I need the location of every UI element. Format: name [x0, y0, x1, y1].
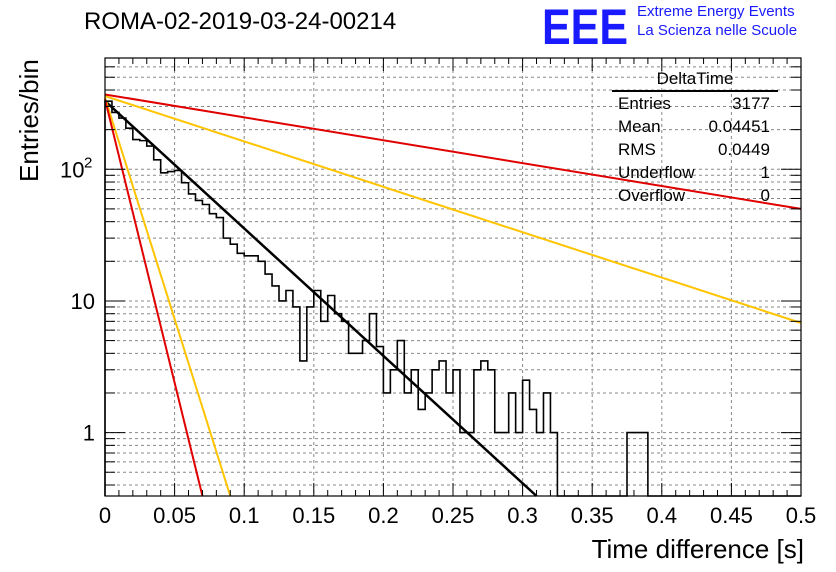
- stats-row-mean: Mean 0.04451: [612, 115, 778, 138]
- stats-row-underflow: Underflow 1: [612, 161, 778, 184]
- x-tick-label: 0: [99, 503, 111, 528]
- x-tick-label: 0.3: [507, 503, 538, 528]
- fit-curve: [104, 99, 204, 497]
- stats-value: 1: [760, 163, 770, 182]
- stats-value: 0.04451: [708, 117, 770, 136]
- x-axis-label: Time difference [s]: [591, 534, 804, 564]
- x-tick-label: 0.25: [432, 503, 475, 528]
- stats-value: 0.0449: [718, 140, 770, 159]
- logo-line-2: La Scienza nelle Scuole: [637, 22, 798, 39]
- x-tick-label: 0.2: [368, 503, 399, 528]
- grid: [104, 57, 802, 496]
- stats-label: Mean: [618, 117, 661, 136]
- x-tick-label: 0.4: [647, 503, 678, 528]
- y-tick-label: 10: [71, 289, 95, 314]
- stats-label: Overflow: [618, 186, 686, 205]
- x-tick-label: 0.15: [292, 503, 335, 528]
- stats-box: DeltaTime Entries 3177 Mean 0.04451 RMS …: [612, 68, 778, 207]
- stats-row-entries: Entries 3177: [612, 92, 778, 115]
- fit-curve: [104, 95, 802, 324]
- logo-text: Extreme Energy Events La Scienza nelle S…: [637, 2, 797, 40]
- x-tick-label: 0.05: [153, 503, 196, 528]
- fit-curve: [104, 97, 232, 497]
- x-tick-label: 0.35: [571, 503, 614, 528]
- chart-title: ROMA-02-2019-03-24-00214: [84, 8, 397, 35]
- eee-logo: EEE: [542, 2, 628, 48]
- stats-label: Underflow: [618, 163, 695, 182]
- x-tick-label: 0.1: [229, 503, 260, 528]
- fit-curve: [104, 93, 802, 210]
- x-axis: 0 0.05 0.1 0.15 0.2 0.25 0.3 0.35 0.4 0.45 0.5: [99, 58, 816, 528]
- y-axis-label: Entries/bin: [14, 59, 44, 182]
- stats-label: Entries: [618, 94, 671, 113]
- stats-value: 3177: [732, 94, 770, 113]
- stats-value: 0: [760, 186, 770, 205]
- x-tick-label: 0.45: [710, 503, 753, 528]
- stats-row-overflow: Overflow 0: [612, 184, 778, 207]
- stats-label: RMS: [618, 140, 656, 159]
- stats-title: DeltaTime: [612, 68, 778, 92]
- logo-mark: EEE: [542, 2, 628, 48]
- y-tick-exponent: 2: [84, 154, 92, 171]
- y-tick-label: 10: [60, 157, 84, 182]
- stats-row-rms: RMS 0.0449: [612, 138, 778, 161]
- x-tick-label: 0.5: [786, 503, 817, 528]
- y-tick-label: 1: [83, 421, 95, 446]
- logo-line-1: Extreme Energy Events: [637, 3, 795, 20]
